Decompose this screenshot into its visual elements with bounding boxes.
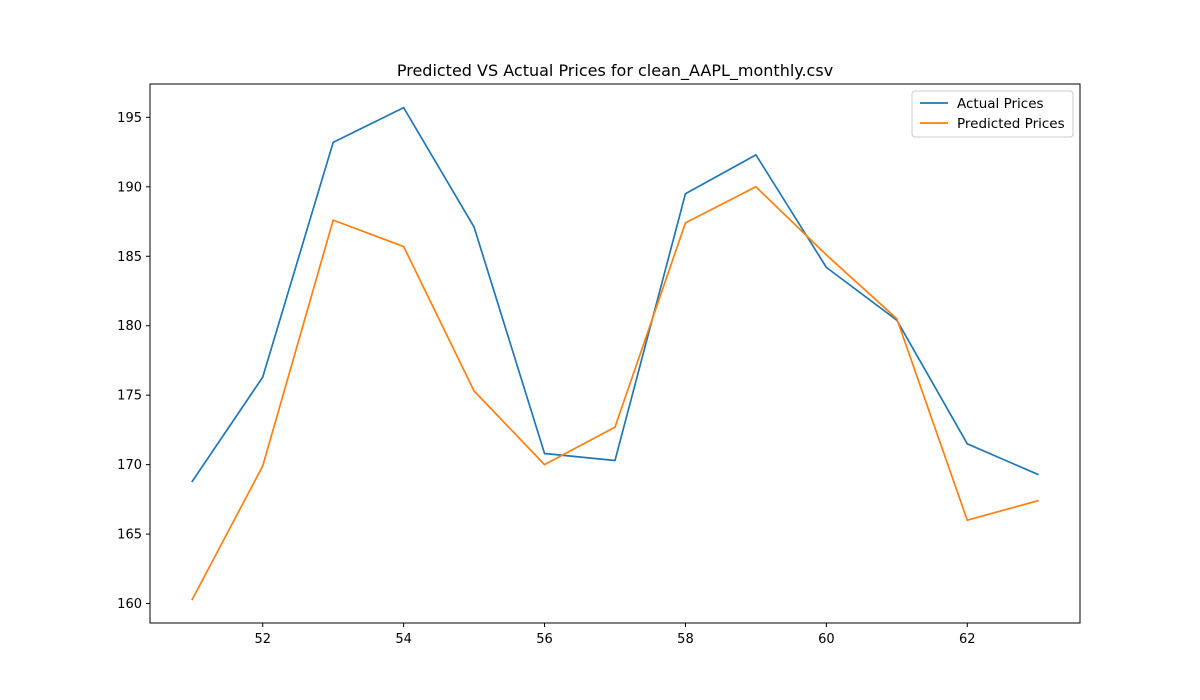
data-point xyxy=(261,465,264,467)
y-tick-label: 170 xyxy=(117,458,142,473)
data-point xyxy=(191,598,194,601)
data-point xyxy=(614,459,616,462)
axes-frame xyxy=(149,83,1081,624)
data-point xyxy=(332,141,334,144)
legend-label: Actual Prices xyxy=(957,96,1044,112)
data-point xyxy=(261,376,264,378)
data-point xyxy=(402,245,405,248)
data-point xyxy=(1036,473,1039,476)
y-tick-label: 190 xyxy=(117,180,142,195)
legend: Actual Prices Predicted Prices xyxy=(911,90,1074,138)
x-tick-label: 60 xyxy=(818,632,835,647)
data-point xyxy=(543,463,546,466)
x-tick-label: 62 xyxy=(959,632,976,647)
data-point xyxy=(684,222,687,224)
data-point xyxy=(191,480,194,483)
data-point xyxy=(896,317,898,320)
data-point xyxy=(755,186,757,188)
chart-title: Predicted VS Actual Prices for clean_AAP… xyxy=(397,61,833,81)
data-point xyxy=(614,426,616,428)
y-tick-label: 160 xyxy=(117,597,142,612)
plot-area xyxy=(191,106,1039,601)
x-tick-label: 56 xyxy=(536,632,553,647)
legend-box xyxy=(911,90,1074,138)
data-point xyxy=(402,106,405,109)
data-point xyxy=(543,452,546,455)
data-point xyxy=(966,519,969,521)
data-point xyxy=(684,192,687,195)
data-point xyxy=(473,226,475,228)
data-point xyxy=(332,219,334,221)
y-tick-label: 185 xyxy=(117,250,142,265)
y-tick-label: 175 xyxy=(117,389,142,404)
legend-label: Predicted Prices xyxy=(957,116,1065,132)
x-tick-label: 52 xyxy=(254,632,271,647)
data-point xyxy=(966,443,969,445)
x-tick-label: 54 xyxy=(395,632,412,647)
y-tick-label: 195 xyxy=(117,111,142,126)
y-tick-label: 165 xyxy=(117,528,142,543)
y-tick-label: 180 xyxy=(117,319,142,334)
data-point xyxy=(1036,499,1039,502)
data-point xyxy=(825,254,828,256)
data-point xyxy=(755,154,757,156)
data-point xyxy=(473,390,475,392)
x-tick-label: 58 xyxy=(677,632,694,647)
data-point xyxy=(825,266,828,269)
axes: 52 54 56 58 60 62 160 165 170 175 180 185 190 195 xyxy=(117,111,975,647)
